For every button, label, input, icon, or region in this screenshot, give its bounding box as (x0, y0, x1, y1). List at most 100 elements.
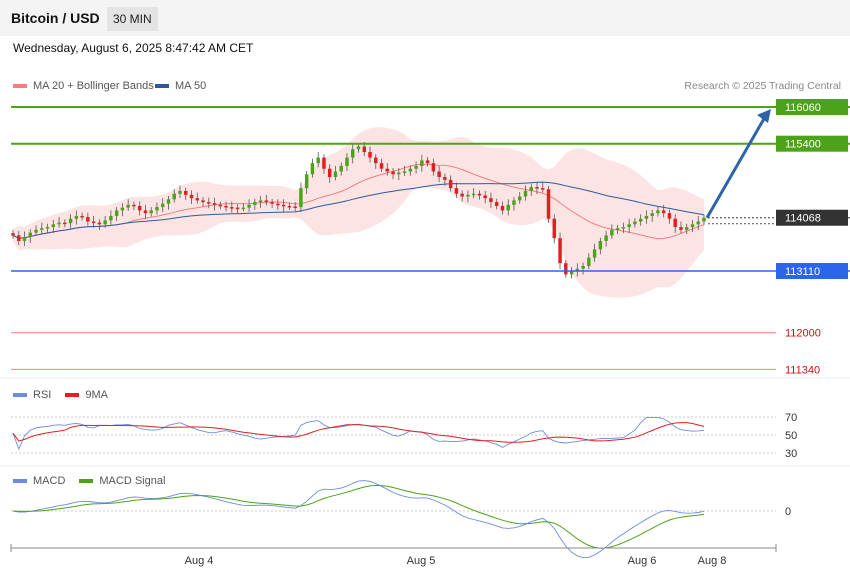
candle (592, 243, 597, 262)
candle (569, 267, 574, 279)
candle-body (11, 233, 15, 236)
legend-ma50: MA 50 (155, 80, 206, 92)
candle-body (638, 218, 643, 222)
candle-body (310, 163, 315, 175)
level-label-box (776, 99, 848, 115)
candle (351, 143, 355, 164)
candle (477, 190, 482, 200)
candle-body (137, 205, 142, 211)
level-label: 115400 (785, 139, 821, 151)
level-label: 113110 (785, 266, 820, 278)
candle-body (184, 190, 188, 195)
candle-body (667, 213, 672, 219)
level-112000: 112000 (11, 328, 821, 340)
candle-body (385, 168, 390, 172)
candle-body (178, 190, 182, 194)
candle-body (448, 179, 453, 189)
candle-body (103, 220, 107, 225)
candle (17, 230, 21, 246)
candle (437, 165, 441, 183)
candle-body (633, 221, 637, 225)
candle (230, 201, 234, 213)
candle-body (546, 189, 551, 219)
candle (45, 223, 50, 234)
bollinger-band (13, 127, 704, 298)
credit-text: Research © 2025 Trading Central (684, 80, 841, 92)
candle (339, 162, 343, 176)
candle (702, 214, 706, 225)
candle (385, 163, 390, 176)
candle-body (40, 228, 44, 230)
candle-body (351, 149, 355, 158)
candle (379, 158, 384, 173)
candle (184, 187, 188, 200)
candle-body (483, 195, 487, 199)
projection-arrow (705, 116, 767, 219)
candle (103, 215, 107, 228)
candle (166, 195, 171, 210)
candle-body (264, 200, 269, 203)
candle-body (397, 172, 401, 175)
candle-body (391, 171, 395, 175)
legend-label-ma20: MA 20 + Bollinger Bands (33, 80, 154, 92)
candle-body (218, 204, 223, 207)
candle-body (74, 215, 79, 219)
candle-body (276, 203, 280, 206)
candle-body (512, 200, 516, 205)
legend-label-macd-signal: MACD Signal (99, 475, 166, 487)
candle (638, 214, 643, 226)
legend-swatch-rsi (13, 393, 27, 397)
candle-body (155, 207, 159, 211)
candle-body (34, 229, 38, 233)
legend-label-rsi-ma: 9MA (85, 389, 108, 401)
candle (207, 197, 211, 209)
candle-body (702, 217, 706, 222)
level-label: 111340 (785, 364, 820, 376)
legend-macd: MACD MACD Signal (13, 475, 165, 487)
candle (63, 219, 67, 228)
candle (546, 185, 551, 223)
candle (500, 201, 505, 215)
candle (483, 190, 487, 204)
candle-body (604, 235, 608, 241)
level-111340: 111340 (11, 364, 820, 376)
ma20-line (12, 163, 705, 240)
candle (690, 219, 695, 233)
candle (86, 212, 90, 226)
candle (661, 204, 666, 218)
candle (109, 210, 113, 225)
candle-body (247, 204, 251, 208)
candle-body (379, 163, 384, 169)
candle-body (149, 210, 153, 214)
candle-body (299, 188, 303, 208)
candle-body (644, 215, 649, 219)
candle (80, 212, 84, 221)
candle (132, 201, 136, 211)
candle (310, 158, 315, 178)
candle (293, 202, 297, 212)
legend-swatch-macd (13, 479, 27, 483)
candle-body (258, 200, 263, 203)
candle-body (80, 215, 84, 218)
candle-body (374, 157, 378, 164)
candle-body (304, 174, 309, 189)
candle (581, 262, 585, 275)
candle-body (28, 232, 33, 238)
candle-body (333, 171, 338, 178)
candle-body (189, 194, 194, 199)
timeframe-badge[interactable]: 30 MIN (107, 7, 158, 31)
candle-body (339, 165, 343, 172)
candle-body (63, 222, 67, 225)
candle (137, 201, 142, 216)
candle-body (207, 202, 211, 204)
candle-body (564, 263, 568, 275)
candle-body (471, 193, 476, 196)
candle (264, 194, 269, 206)
legend-label-rsi: RSI (33, 389, 52, 401)
candle-body (420, 160, 424, 166)
candle-body (97, 222, 102, 225)
candle-body (650, 213, 654, 216)
candle-body (494, 202, 499, 206)
candle (667, 209, 672, 224)
